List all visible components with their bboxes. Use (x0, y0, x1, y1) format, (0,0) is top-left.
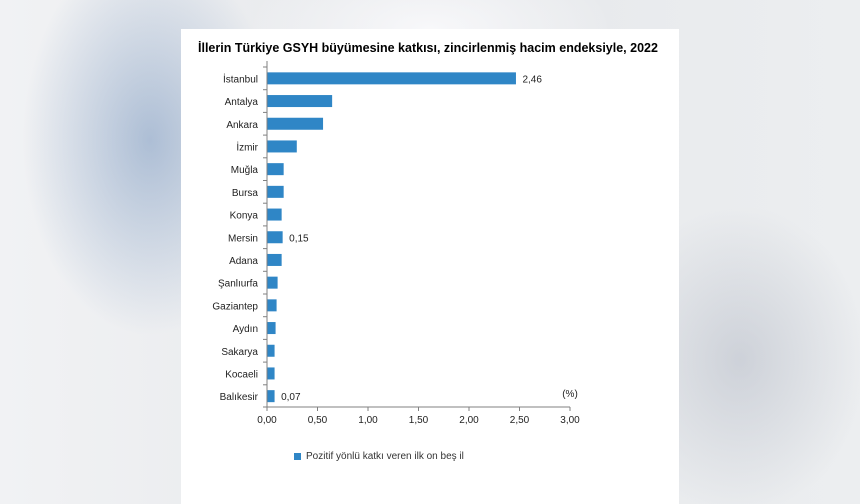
category-label-istanbul: İstanbul (223, 72, 258, 85)
legend-swatch (294, 453, 301, 460)
chart-card: İllerin Türkiye GSYH büyümesine katkısı,… (181, 29, 679, 504)
category-label-antalya: Antalya (225, 97, 259, 108)
bar-antalya (267, 95, 333, 108)
x-tick-label: 0,50 (308, 415, 328, 426)
category-label-mugla: Muğla (231, 165, 259, 176)
bar-sakarya (267, 344, 275, 357)
bar-mugla (267, 163, 284, 176)
unit-label: (%) (562, 389, 578, 400)
x-tick-label: 0,00 (257, 415, 277, 426)
data-label-mersin: 0,15 (289, 233, 309, 244)
bar-adana (267, 253, 282, 266)
x-tick-label: 2,50 (510, 415, 530, 426)
category-label-aydin: Aydın (233, 324, 258, 335)
data-label-istanbul: 2,46 (522, 74, 542, 85)
bar-ankara (267, 117, 324, 130)
category-label-sakarya: Sakarya (221, 347, 258, 358)
category-label-adana: Adana (229, 256, 258, 267)
category-label-ankara: Ankara (226, 120, 258, 131)
x-tick-label: 2,00 (459, 415, 479, 426)
legend: Pozitif yönlü katkı veren ilk on beş il (294, 451, 464, 462)
category-label-bursa: Bursa (232, 188, 259, 199)
chart-title: İllerin Türkiye GSYH büyümesine katkısı,… (198, 41, 658, 55)
bar-izmir (267, 140, 297, 153)
bar-aydin (267, 322, 276, 335)
category-label-kocaeli: Kocaeli (225, 369, 258, 380)
category-label-balikesir: Balıkesir (220, 392, 259, 403)
category-label-konya: Konya (230, 211, 259, 222)
bar-balikesir (267, 390, 275, 403)
bar-konya (267, 208, 282, 221)
category-label-sanliurfa: Şanlıurfa (218, 279, 258, 290)
legend-label: Pozitif yönlü katkı veren ilk on beş il (306, 451, 464, 462)
category-label-izmir: İzmir (236, 140, 258, 153)
bar-mersin (267, 231, 283, 244)
data-label-balikesir: 0,07 (281, 392, 301, 403)
bar-chart: İstanbul Antalya Ankara İzmir Muğla Bursa Kony… (212, 61, 580, 426)
bar-sanliurfa (267, 276, 278, 289)
category-label-mersin: Mersin (228, 233, 258, 244)
bar-kocaeli (267, 367, 275, 380)
category-label-gaziantep: Gaziantep (212, 301, 258, 312)
x-tick-label: 3,00 (560, 415, 580, 426)
x-tick-label: 1,00 (358, 415, 378, 426)
x-tick-label: 1,50 (409, 415, 429, 426)
bar-bursa (267, 185, 284, 198)
bar-istanbul (267, 72, 516, 85)
bar-gaziantep (267, 299, 277, 312)
